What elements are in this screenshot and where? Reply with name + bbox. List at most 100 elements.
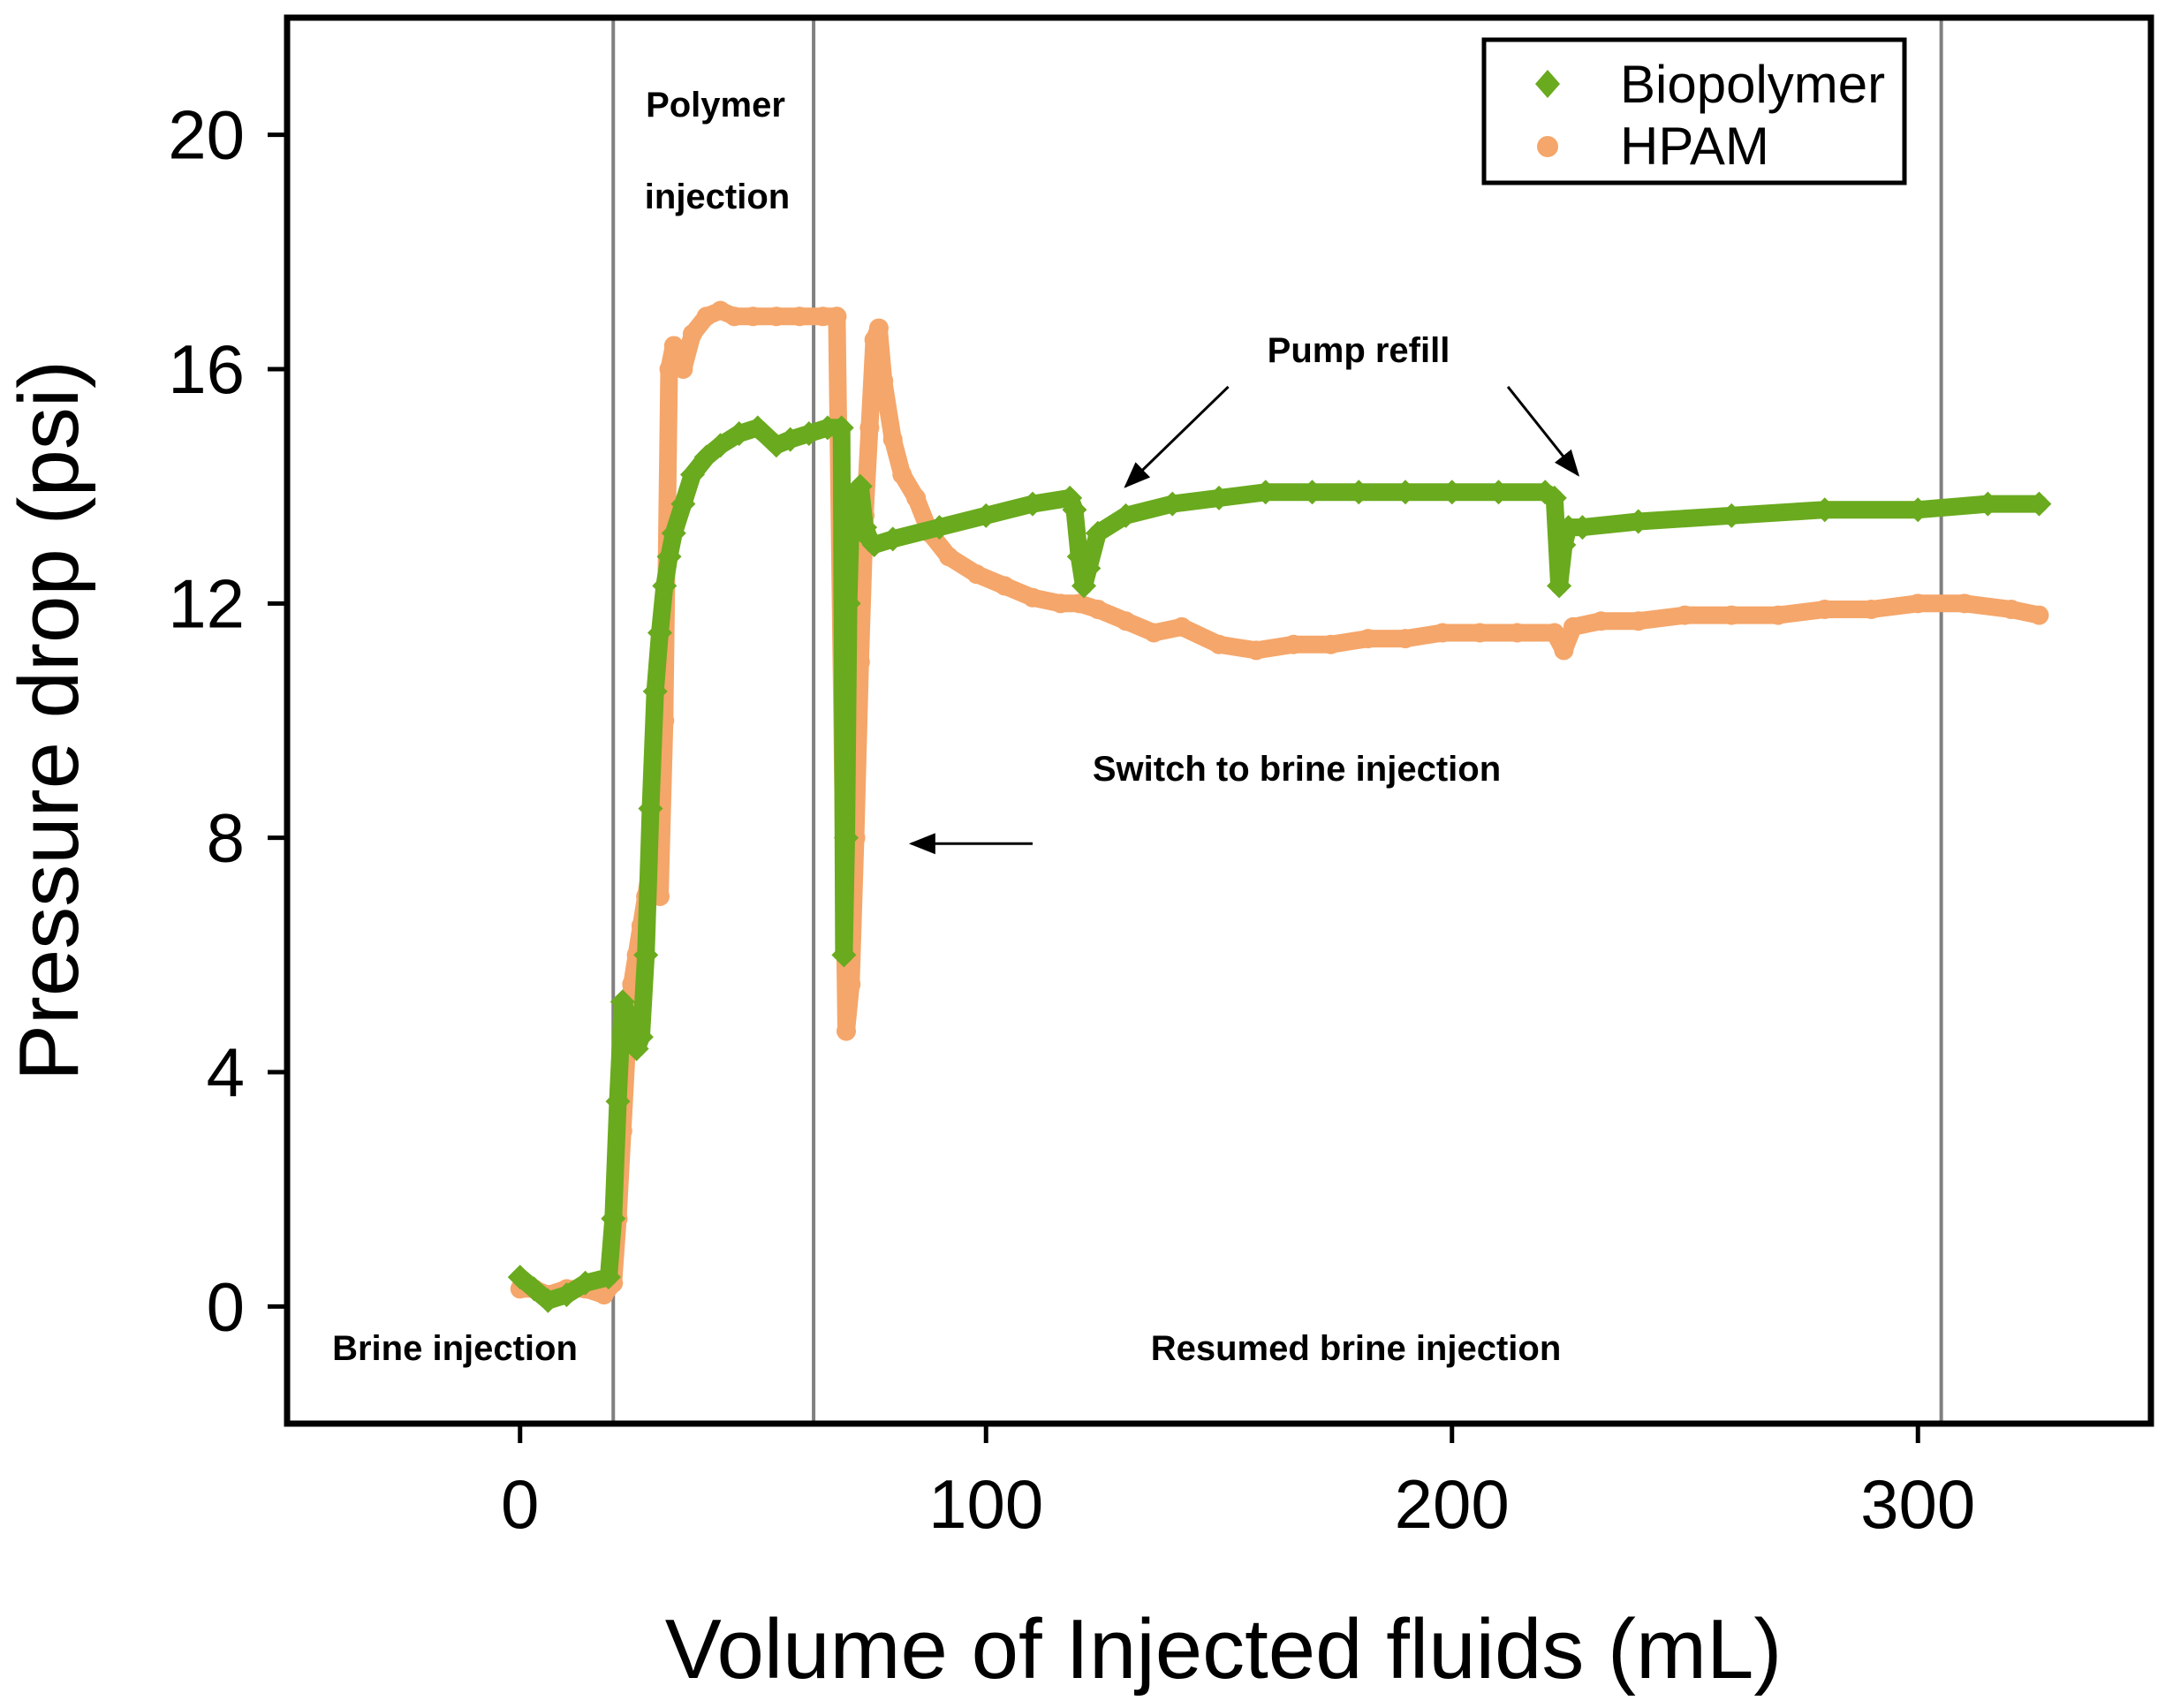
data-point — [1556, 515, 1581, 540]
data-point — [1905, 497, 1931, 523]
data-point — [521, 1276, 547, 1302]
annotation-resumed-brine: Resumed brine injection — [1151, 1329, 1562, 1368]
data-point — [1722, 605, 1742, 625]
data-point — [1563, 616, 1583, 637]
data-point — [693, 444, 719, 470]
data-point — [2029, 605, 2049, 625]
data-point — [724, 306, 745, 327]
data-point — [777, 427, 803, 452]
data-point — [1486, 480, 1511, 505]
data-point — [1470, 623, 1490, 643]
legend-box — [1481, 37, 1907, 185]
data-point — [2001, 599, 2021, 619]
data-point — [1768, 605, 1788, 625]
data-point — [1071, 573, 1097, 599]
annotation-injection: injection — [645, 178, 790, 216]
data-point — [827, 306, 847, 327]
data-point — [874, 371, 894, 391]
data-point — [1507, 623, 1527, 643]
data-point — [1299, 480, 1325, 505]
data-point — [1246, 640, 1267, 661]
data-point — [1358, 629, 1378, 649]
data-point — [1591, 611, 1611, 631]
data-point — [595, 1265, 621, 1290]
data-point — [1628, 611, 1648, 631]
data-point — [679, 462, 705, 487]
data-point — [882, 429, 903, 450]
data-point — [673, 359, 693, 379]
data-point — [1023, 587, 1042, 608]
data-point — [1116, 611, 1136, 631]
data-point — [535, 1288, 561, 1313]
data-point — [1069, 593, 1089, 614]
data-point — [838, 503, 864, 528]
data-point — [906, 487, 927, 508]
x-tick-label-100: 100 — [928, 1465, 1043, 1543]
data-point — [1087, 599, 1108, 619]
data-point — [796, 420, 822, 446]
data-point — [670, 491, 696, 517]
data-point — [642, 678, 668, 704]
data-point — [790, 306, 810, 327]
y-tick-label-12: 12 — [168, 564, 245, 642]
data-point — [1551, 533, 1577, 557]
y-axis-ticks: 0 4 8 12 16 20 — [168, 96, 287, 1345]
data-point — [659, 359, 679, 379]
data-point — [661, 520, 686, 546]
data-point — [507, 1265, 533, 1290]
data-point — [647, 620, 672, 646]
data-point — [1396, 629, 1415, 649]
data-point — [837, 1021, 856, 1041]
data-point — [1719, 503, 1745, 528]
data-point — [1076, 555, 1102, 581]
data-point — [1861, 599, 1882, 619]
data-point — [572, 1270, 598, 1296]
data-point — [1113, 503, 1139, 528]
data-point — [831, 942, 857, 968]
y-axis-title: Pressure drop (psi) — [2, 360, 96, 1081]
data-point — [813, 306, 833, 327]
data-point — [1393, 480, 1418, 505]
x-tick-label-300: 300 — [1860, 1465, 1975, 1543]
legend-marker-biopolymer-icon — [1535, 70, 1560, 98]
annotations: Polymer injection Pump refill Switch to … — [332, 86, 1561, 1368]
data-point — [847, 473, 873, 499]
data-point — [1209, 634, 1229, 654]
data-point — [861, 533, 887, 557]
data-point — [995, 576, 1015, 596]
data-point — [1544, 623, 1564, 643]
data-point — [1171, 616, 1192, 637]
data-point — [859, 418, 880, 438]
x-tick-label-200: 200 — [1395, 1465, 1510, 1543]
data-point — [1908, 593, 1928, 614]
data-point — [766, 306, 786, 327]
data-point — [1085, 520, 1110, 546]
data-point — [1675, 605, 1695, 625]
data-point — [2026, 491, 2052, 517]
data-point — [1814, 599, 1835, 619]
arrow-pump-right — [1506, 385, 1580, 477]
data-point — [682, 324, 702, 344]
data-point — [973, 503, 999, 528]
data-point — [1020, 491, 1045, 517]
y-tick-label-0: 0 — [207, 1267, 245, 1345]
data-point — [836, 591, 861, 616]
x-tick-label-0: 0 — [501, 1465, 539, 1543]
data-point — [1207, 485, 1231, 510]
data-point — [656, 544, 682, 570]
data-point — [663, 336, 684, 356]
y-tick-label-8: 8 — [207, 799, 245, 877]
legend: Biopolymer HPAM — [1481, 37, 1907, 185]
data-point — [1541, 485, 1567, 510]
data-point — [814, 415, 840, 441]
data-point — [1283, 634, 1304, 654]
arrow-pump-left — [1124, 385, 1230, 488]
annotation-arrows — [908, 385, 1580, 855]
data-point — [927, 515, 952, 540]
series-biopolymer — [507, 415, 2052, 1313]
data-point — [1253, 480, 1278, 505]
data-point — [1062, 497, 1087, 523]
data-point — [745, 415, 770, 441]
